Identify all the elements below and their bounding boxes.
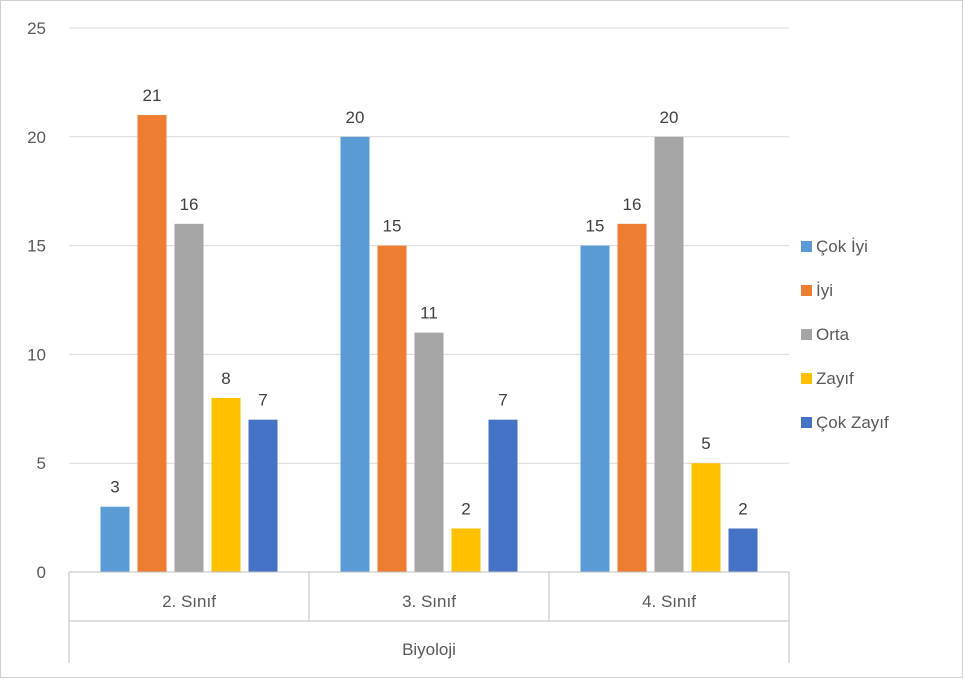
data-label: 2 [461, 499, 470, 518]
legend-label: Çok İyi [816, 237, 868, 256]
data-labels: 3 21 16 8 7 20 15 11 2 7 15 16 20 5 2 [110, 86, 747, 518]
data-label: 21 [143, 86, 162, 105]
x-tick-label: 3. Sınıf [402, 592, 456, 611]
legend-label: Çok Zayıf [816, 413, 889, 432]
data-label: 3 [110, 478, 119, 497]
bar [728, 528, 758, 572]
data-label: 16 [180, 195, 199, 214]
legend-label: İyi [816, 281, 833, 300]
bar [691, 463, 721, 572]
x-tick-label: 2. Sınıf [162, 592, 216, 611]
bar [211, 397, 241, 572]
data-label: 15 [586, 217, 605, 236]
bar [137, 115, 167, 572]
bar [488, 419, 518, 572]
bar [340, 136, 370, 573]
y-tick-label: 10 [27, 345, 46, 364]
y-tick-label: 25 [27, 19, 46, 38]
data-label: 11 [420, 304, 438, 323]
y-tick-label: 15 [27, 237, 46, 256]
legend-swatch [801, 329, 812, 340]
bar [100, 506, 130, 572]
bar [580, 245, 610, 572]
bar [377, 245, 407, 572]
y-tick-label: 0 [37, 563, 46, 582]
y-tick-label: 5 [37, 454, 46, 473]
data-label: 7 [258, 391, 267, 410]
x-group-label: Biyoloji [402, 640, 456, 659]
legend-swatch [801, 417, 812, 428]
data-label: 8 [221, 369, 230, 388]
data-label: 16 [623, 195, 642, 214]
bar [414, 332, 444, 572]
bar [617, 223, 647, 572]
legend-label: Orta [816, 325, 850, 344]
y-tick-label: 20 [27, 128, 46, 147]
legend: Çok İyi İyi Orta Zayıf Çok Zayıf [801, 237, 889, 432]
data-label: 7 [498, 391, 507, 410]
data-label: 2 [738, 499, 747, 518]
data-label: 5 [701, 434, 710, 453]
bar [174, 223, 204, 572]
legend-swatch [801, 285, 812, 296]
legend-label: Zayıf [816, 369, 854, 388]
y-axis-ticks: 0 5 10 15 20 25 [27, 19, 46, 582]
x-axis: 2. Sınıf 3. Sınıf 4. Sınıf Biyoloji [68, 571, 790, 663]
data-label: 15 [383, 217, 402, 236]
data-label: 20 [346, 108, 365, 127]
bars [100, 115, 758, 573]
bar [451, 528, 481, 572]
legend-swatch [801, 373, 812, 384]
data-label: 20 [660, 108, 679, 127]
legend-swatch [801, 241, 812, 252]
bar [654, 136, 684, 573]
x-tick-label: 4. Sınıf [642, 592, 696, 611]
bar [248, 419, 278, 572]
